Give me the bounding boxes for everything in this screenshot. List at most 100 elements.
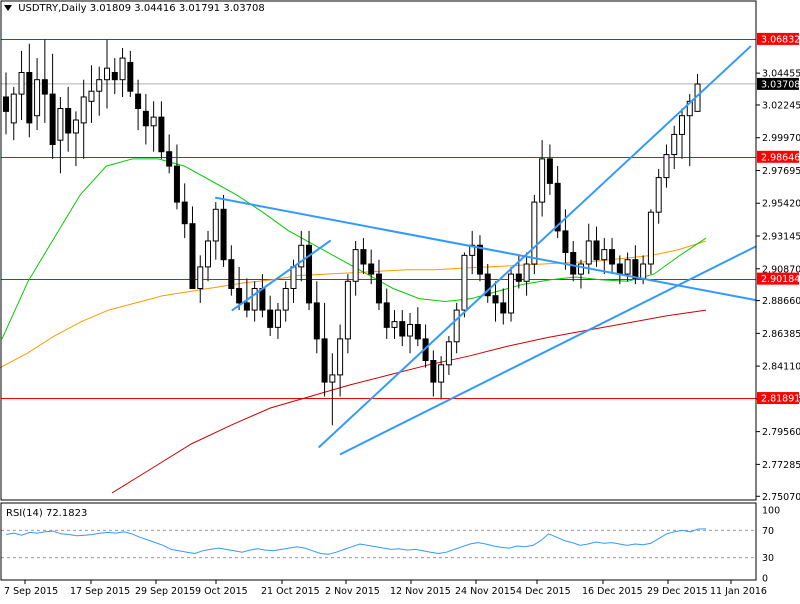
- candle: [127, 50, 134, 97]
- candle: [352, 240, 359, 296]
- candle-body-down: [181, 201, 188, 225]
- level-tag-label: 2.90184: [761, 274, 800, 285]
- candle: [313, 281, 320, 354]
- rsi-tick-label: 100: [762, 506, 780, 517]
- candle: [41, 39, 48, 123]
- level-tag: [757, 150, 799, 163]
- y-tick-label: 2.84110: [762, 362, 800, 373]
- candle-body-down: [135, 93, 142, 109]
- candle-body-up: [601, 249, 608, 261]
- candle: [72, 111, 79, 167]
- y-tick-label: 2.77285: [762, 460, 800, 471]
- candle: [88, 65, 95, 123]
- candle-body-down: [173, 165, 180, 203]
- candle: [135, 79, 142, 131]
- candle: [663, 144, 670, 188]
- candle-body-up: [150, 116, 157, 127]
- candle-body-up: [88, 90, 95, 102]
- candle-body-down: [570, 251, 577, 275]
- candle-body-up: [57, 107, 64, 141]
- candle-body-up: [298, 244, 305, 268]
- candle: [166, 134, 173, 174]
- candle-body-up: [461, 254, 468, 311]
- candle: [344, 274, 351, 354]
- candle: [655, 168, 662, 224]
- y-tick-label: 2.79560: [762, 427, 800, 438]
- symbol-name: USDTRY,Daily: [18, 3, 87, 14]
- candle: [96, 66, 103, 116]
- candle-body-up: [72, 119, 79, 134]
- candle: [686, 94, 693, 167]
- y-tick-label: 2.93145: [762, 232, 800, 243]
- y-tick-label: 3.04455: [762, 69, 800, 80]
- candle: [461, 252, 468, 318]
- candle-body-down: [111, 71, 118, 81]
- candle-body-down: [593, 240, 600, 261]
- current-price-tag: [757, 77, 799, 90]
- candle-body-down: [375, 273, 382, 304]
- candle-body-up: [34, 79, 41, 117]
- candle: [104, 39, 111, 109]
- candle: [609, 238, 616, 275]
- candle: [438, 356, 445, 400]
- trendline[interactable]: [339, 245, 757, 456]
- level-tag: [757, 392, 799, 405]
- main-pane-frame: [0, 0, 757, 501]
- trendline[interactable]: [318, 45, 752, 448]
- x-tick-label: 17 Sep 2015: [70, 586, 130, 597]
- x-tick-label: 21 Oct 2015: [261, 586, 320, 597]
- rsi-tick-label: 70: [762, 526, 774, 537]
- candle: [49, 53, 56, 159]
- candle: [391, 310, 398, 339]
- candle: [337, 324, 344, 397]
- candle-body-down: [476, 244, 483, 275]
- candle-body-up: [274, 309, 281, 328]
- dropdown-icon[interactable]: [4, 5, 12, 11]
- candle-body-down: [228, 259, 235, 289]
- candle-body-down: [26, 71, 33, 124]
- candle: [430, 350, 437, 397]
- candle: [399, 310, 406, 347]
- candle: [236, 266, 243, 311]
- candle-body-up: [585, 240, 592, 265]
- candle-body-down: [65, 107, 72, 134]
- candle: [492, 281, 499, 322]
- candle: [593, 226, 600, 267]
- candle-body-down: [399, 321, 406, 337]
- candle-body-down: [189, 223, 196, 289]
- candle-body-up: [531, 201, 538, 265]
- x-tick-label: 16 Dec 2015: [582, 586, 643, 597]
- trendline[interactable]: [231, 239, 331, 312]
- candle: [80, 79, 87, 159]
- candle-body-up: [624, 259, 631, 275]
- y-tick-label: 2.97695: [762, 166, 800, 177]
- y-tick-label: 2.90870: [762, 264, 800, 275]
- candle-body-down: [515, 273, 522, 282]
- candle-body-down: [49, 93, 56, 145]
- candle-body-up: [10, 93, 17, 124]
- candle-body-down: [142, 110, 149, 127]
- candle: [228, 245, 235, 296]
- candle-body-up: [212, 208, 219, 242]
- level-tag-label: 3.06832: [761, 34, 800, 45]
- candle-body-down: [546, 158, 553, 184]
- candle-body-up: [251, 287, 258, 311]
- candle-body-down: [554, 182, 561, 232]
- candle-body-down: [306, 244, 313, 304]
- candle: [306, 230, 313, 311]
- candle: [414, 307, 421, 347]
- candle-body-up: [337, 338, 344, 376]
- candle: [678, 108, 685, 159]
- candle-body-up: [407, 323, 414, 337]
- candle: [3, 72, 9, 135]
- x-tick-label: 9 Oct 2015: [195, 586, 248, 597]
- candle-body-up: [329, 374, 336, 383]
- y-tick-label: 2.99970: [762, 133, 800, 144]
- symbol-header[interactable]: USDTRY,Daily 3.01809 3.04416 3.01791 3.0…: [4, 3, 265, 14]
- x-tick-label: 4 Dec 2015: [516, 586, 571, 597]
- candle-body-up: [352, 249, 359, 282]
- trendline[interactable]: [215, 196, 757, 302]
- level-tag: [757, 32, 799, 45]
- candle-body-up: [453, 309, 460, 343]
